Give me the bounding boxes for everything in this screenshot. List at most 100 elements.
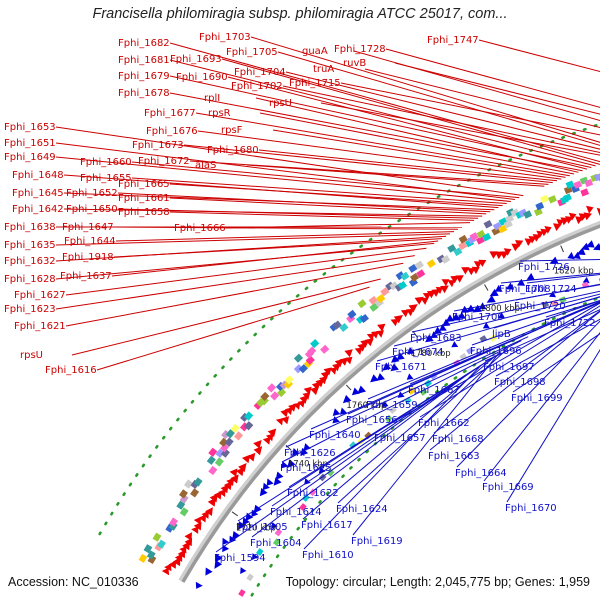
cog-block [447,244,457,253]
forward-gene-label: Fphi_1715 [289,78,341,89]
inner-cog-block [419,388,428,396]
forward-gene-arrow [184,537,193,547]
forward-gene-label: Fphi_1677 [144,108,196,119]
reverse-gene-arrow [237,521,246,530]
reverse-gene-arrow [451,341,459,348]
forward-gene-label: Fphi_1650 [66,204,118,215]
reverse-gene-arrow [585,240,595,248]
reverse-gene-label: Fphi_1622 [287,488,339,499]
reverse-gene-label: Fphi_1720 [514,301,566,312]
cog-block [214,457,224,467]
forward-gene-arrow [201,510,209,519]
reverse-gene-label: Fphi_1625 [280,463,332,474]
leader-line [429,310,600,451]
forward-gene-arrow [440,285,449,294]
tick-label: 1780 kbp [411,349,451,359]
leader-line [131,177,507,204]
cog-block [469,232,479,241]
cog-block [152,532,162,542]
forward-gene-label: truA [313,64,334,75]
forward-gene-label: Fphi_1728 [334,44,386,55]
tick-label: 1800 kbp [480,304,520,314]
forward-gene-arrow [400,309,410,318]
cog-block [458,241,468,251]
cog-block [357,299,367,309]
leader-line [483,331,600,482]
leader-line [456,320,600,468]
forward-gene-arrow [267,428,277,438]
leader-line [227,76,588,170]
forward-gene-label: Fphi_1679 [118,71,170,82]
forward-gene-label: Fphi_1649 [4,152,56,163]
forward-gene-arrow [218,489,226,497]
reverse-gene-arrow [445,314,455,322]
reverse-gene-label: Fphi_1617 [301,520,353,531]
cog-block [453,247,463,257]
forward-gene-arrow [297,400,305,408]
reverse-gene-arrow [593,243,600,251]
reverse-gene-arrow [390,363,399,372]
reverse-gene-label: Fphi_1626 [284,448,336,459]
reverse-gene-arrow [252,553,259,560]
forward-gene-arrow [288,403,297,412]
cog-block [332,320,342,330]
gene-labels: Fphi_1747Fphi_1728ruvBguaAtruAFphi_1715F… [4,32,596,564]
cog-block [416,269,426,279]
cog-block [563,185,573,195]
forward-gene-label: Fphi_1645 [12,188,64,199]
forward-gene-arrow [262,437,271,445]
forward-gene-arrow [544,226,552,234]
forward-gene-arrow [408,304,418,313]
cog-block [225,429,235,439]
reverse-gene-arrow [407,347,415,355]
forward-gene-arrow [238,463,247,473]
cog-block [138,553,148,563]
reverse-gene-arrow [482,322,490,329]
cog-block [523,210,533,219]
reverse-gene-label: Fphi_1624 [336,504,388,515]
feature-rings [98,122,600,600]
forward-gene-label: guaA [302,46,328,57]
cog-block [359,313,369,324]
forward-gene-arrow [447,280,455,288]
reverse-gene-arrow [332,408,341,416]
reverse-gene-label: Fphi_1726 [518,262,570,273]
leader-line [393,293,600,347]
cog-block [397,280,408,290]
forward-gene-label: Fphi_1704 [234,67,286,78]
leader-line [259,112,575,175]
reverse-gene-label: lipB [492,329,511,340]
cog-block [498,224,508,234]
cog-block [573,180,583,189]
cog-block [395,271,405,281]
leader-line [215,384,453,553]
reverse-gene-label: Fphi_1671 [375,362,427,373]
forward-gene-arrow [420,297,429,305]
reverse-gene-arrow [242,517,250,526]
reverse-gene-label: Fphi_1604 [250,538,302,549]
leader-line [471,300,600,346]
tick-label: 1820 kbp [554,266,594,276]
cog-block [389,281,399,291]
label-leader-lines [55,36,600,553]
leader-line [484,309,600,362]
reverse-gene-label: Fphi_1657 [374,433,426,444]
cog-block [208,465,218,476]
forward-gene-arrow [536,230,544,239]
leader-line [169,197,487,215]
forward-gene-arrow [503,248,512,256]
cog-block [157,539,166,549]
forward-gene-label: rpsU [269,98,292,109]
forward-gene-arrow [365,338,374,347]
leader-line [506,348,600,503]
forward-gene-arrow [284,407,293,415]
reverse-gene-arrow [370,374,379,383]
reverse-gene-arrow [287,459,296,469]
reverse-gene-arrow [332,416,340,424]
tick-mark [560,245,564,253]
cog-block [535,202,545,211]
leader-line [183,144,553,184]
forward-gene-label: Fphi_1653 [4,122,56,133]
reverse-gene-label: Fphi_1696 [470,346,522,357]
reverse-gene-label: Fphi_1669 [482,482,534,493]
